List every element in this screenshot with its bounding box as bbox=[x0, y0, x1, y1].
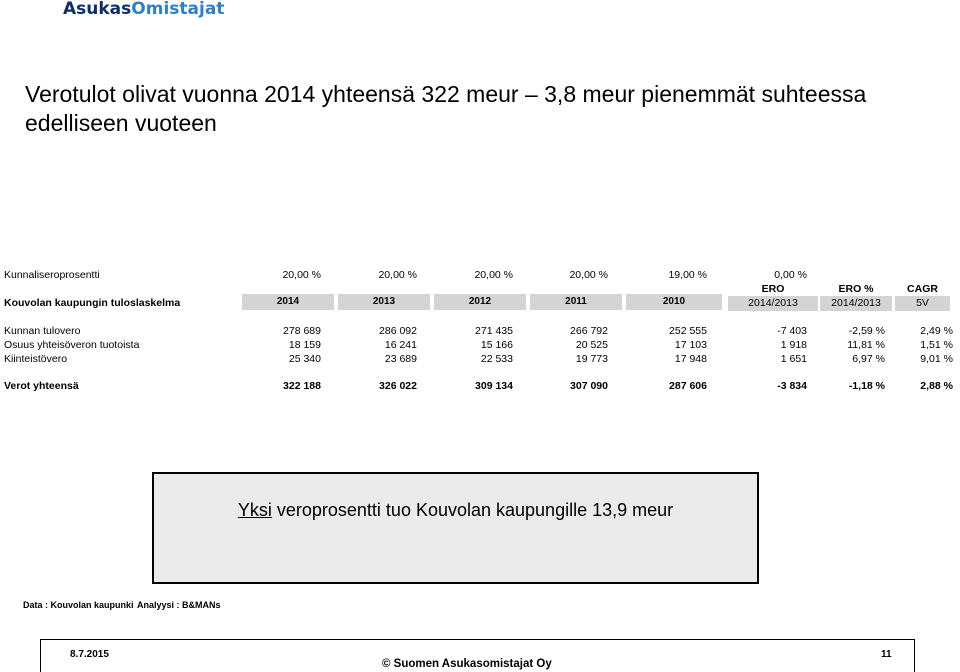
cell: 9,01 % bbox=[920, 353, 953, 365]
cell: 22 533 bbox=[480, 353, 513, 365]
cell: 15 166 bbox=[480, 339, 513, 351]
total-cell: 309 134 bbox=[475, 380, 513, 392]
cell: 252 555 bbox=[669, 325, 707, 337]
year-header-2012: 2012 bbox=[434, 294, 526, 310]
tax-rate-2013: 20,00 % bbox=[378, 269, 417, 281]
total-cell: -3 834 bbox=[777, 380, 807, 392]
cagr-header-period: 5V bbox=[895, 296, 950, 311]
callout-text: Yksi veroprosentti tuo Kouvolan kaupungi… bbox=[154, 500, 757, 521]
page-title: Verotulot olivat vuonna 2014 yhteensä 32… bbox=[25, 81, 867, 136]
cell: 6,97 % bbox=[852, 353, 885, 365]
cell: 271 435 bbox=[475, 325, 513, 337]
cell: 278 689 bbox=[283, 325, 321, 337]
footer-copyright: © Suomen Asukasomistajat Oy bbox=[382, 658, 552, 670]
row-label: Osuus yhteisöveron tuotoista bbox=[4, 339, 140, 351]
callout-box: Yksi veroprosentti tuo Kouvolan kaupungi… bbox=[152, 472, 759, 584]
tax-rate-2010: 19,00 % bbox=[668, 269, 707, 281]
analysis-source: Analyysi : B&MANs bbox=[137, 600, 221, 610]
callout-rest: veroprosentti tuo Kouvolan kaupungille 1… bbox=[271, 500, 674, 520]
cell: 2,49 % bbox=[920, 325, 953, 337]
cell: 1 651 bbox=[780, 353, 807, 365]
year-header-2011: 2011 bbox=[530, 294, 622, 310]
footer-divider-left bbox=[40, 639, 41, 672]
eropct-header: ERO % bbox=[838, 283, 874, 295]
cell: 11,81 % bbox=[847, 339, 885, 351]
footer-divider-right bbox=[914, 639, 915, 672]
cell: -2,59 % bbox=[848, 325, 885, 337]
year-header-2010: 2010 bbox=[626, 294, 722, 310]
year-header-2013: 2013 bbox=[338, 294, 430, 310]
tax-rate-2014: 20,00 % bbox=[282, 269, 321, 281]
cell: 18 159 bbox=[288, 339, 321, 351]
cell: 16 241 bbox=[384, 339, 417, 351]
cell: 23 689 bbox=[384, 353, 417, 365]
total-cell: 326 022 bbox=[379, 380, 417, 392]
total-cell: 322 188 bbox=[283, 380, 321, 392]
tax-rate-ero: 0,00 % bbox=[774, 269, 807, 281]
cell: 20 525 bbox=[575, 339, 608, 351]
tax-rate-2012: 20,00 % bbox=[474, 269, 513, 281]
cell: 19 773 bbox=[575, 353, 608, 365]
eropct-header-period: 2014/2013 bbox=[820, 296, 892, 311]
year-header-2014: 2014 bbox=[242, 294, 334, 310]
row-label: Kiinteistövero bbox=[4, 353, 68, 365]
cell: 17 103 bbox=[674, 339, 707, 351]
cell: 25 340 bbox=[288, 353, 321, 365]
row-label: Kunnan tulovero bbox=[4, 325, 81, 337]
data-source: Data : Kouvolan kaupunki bbox=[23, 600, 134, 610]
table-header-label: Kouvolan kaupungin tuloslaskelma bbox=[4, 297, 181, 309]
logo: AsukasOmistajat bbox=[63, 0, 225, 19]
footer-divider bbox=[40, 639, 915, 640]
cagr-header: CAGR bbox=[907, 283, 938, 295]
tax-rate-label: Kunnaliseroprosentti bbox=[4, 269, 100, 281]
cell: -7 403 bbox=[777, 325, 807, 337]
total-cell: 2,88 % bbox=[920, 380, 953, 392]
footer-date: 8.7.2015 bbox=[70, 649, 109, 660]
cell: 17 948 bbox=[674, 353, 707, 365]
tax-rate-2011: 20,00 % bbox=[569, 269, 608, 281]
cell: 1 918 bbox=[780, 339, 807, 351]
cell: 266 792 bbox=[570, 325, 608, 337]
callout-underlined: Yksi bbox=[237, 500, 272, 520]
cell: 286 092 bbox=[379, 325, 417, 337]
total-cell: 307 090 bbox=[570, 380, 608, 392]
ero-header: ERO bbox=[728, 283, 818, 295]
footer-page-number: 11 bbox=[881, 649, 892, 660]
total-cell: 287 606 bbox=[669, 380, 707, 392]
ero-header-period: 2014/2013 bbox=[728, 296, 818, 311]
total-cell: -1,18 % bbox=[848, 380, 885, 392]
total-label: Verot yhteensä bbox=[4, 380, 79, 392]
cell: 1,51 % bbox=[920, 339, 953, 351]
